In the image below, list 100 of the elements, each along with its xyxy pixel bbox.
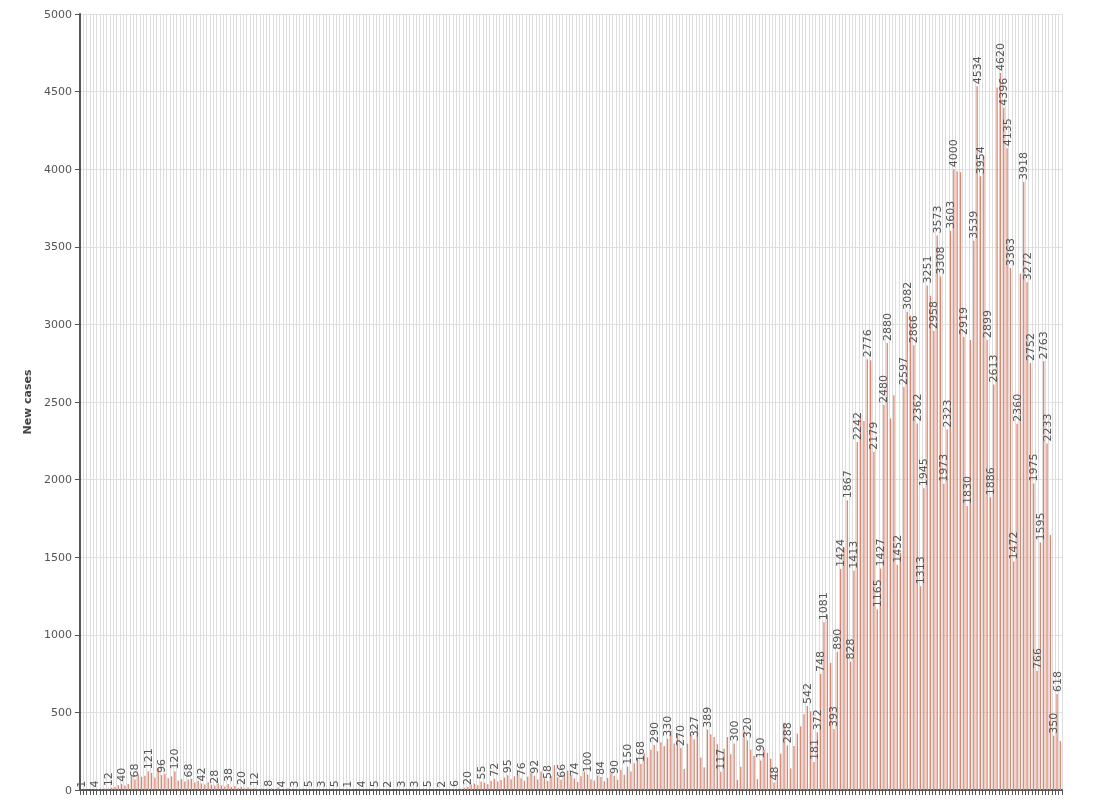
data-label: 2866 xyxy=(907,315,921,344)
y-tick-label: 4000 xyxy=(44,162,72,176)
data-label: 3539 xyxy=(967,210,981,239)
data-label: 2233 xyxy=(1040,413,1054,442)
data-label: 4135 xyxy=(1000,118,1014,147)
data-label: 2752 xyxy=(1023,332,1037,361)
data-label: 121 xyxy=(141,748,155,770)
data-label: 890 xyxy=(830,628,844,650)
y-tick-label: 500 xyxy=(51,705,72,719)
data-label: 330 xyxy=(661,715,675,737)
data-label: 1886 xyxy=(983,467,997,496)
data-label: 2597 xyxy=(897,356,911,385)
data-label: 389 xyxy=(700,706,714,728)
data-label: 3251 xyxy=(920,255,934,284)
data-label: 72 xyxy=(487,762,501,777)
data-label: 1867 xyxy=(840,470,854,499)
data-label: 300 xyxy=(727,720,741,742)
data-label: 290 xyxy=(647,721,661,743)
data-label: 96 xyxy=(155,759,169,774)
data-label: 3272 xyxy=(1020,252,1034,281)
y-tick-label: 2500 xyxy=(44,395,72,409)
data-label: 2 xyxy=(434,780,448,788)
data-label: 38 xyxy=(221,768,235,783)
data-label: 1452 xyxy=(890,534,904,563)
data-label: 42 xyxy=(195,767,208,782)
data-label: 3 xyxy=(394,780,408,788)
y-tick-label: 0 xyxy=(65,783,72,797)
data-label: 95 xyxy=(501,759,515,774)
data-label: 618 xyxy=(1050,671,1064,693)
data-label: 3 xyxy=(314,780,328,788)
data-label: 100 xyxy=(581,751,595,773)
data-label: 1 xyxy=(75,780,89,788)
data-label: 1975 xyxy=(1027,453,1041,482)
data-label: 1945 xyxy=(917,458,931,487)
data-label: 2763 xyxy=(1037,331,1051,360)
data-label: 828 xyxy=(844,638,858,660)
data-label: 40 xyxy=(115,767,129,782)
data-label: 3954 xyxy=(973,146,987,175)
data-label: 372 xyxy=(810,709,824,731)
data-label: 120 xyxy=(168,748,182,770)
data-label: 76 xyxy=(514,762,528,777)
data-label: 66 xyxy=(554,763,568,778)
data-label: 3573 xyxy=(930,205,944,234)
data-label: 270 xyxy=(674,725,688,747)
data-label: 542 xyxy=(800,682,814,704)
data-label: 68 xyxy=(181,763,195,778)
data-label: 2480 xyxy=(877,375,891,404)
y-tick-label: 1000 xyxy=(44,628,72,642)
data-label: 2242 xyxy=(850,412,864,441)
data-label: 1595 xyxy=(1033,512,1047,541)
data-label: 150 xyxy=(621,743,635,765)
data-label: 181 xyxy=(807,738,821,760)
data-label: 2899 xyxy=(980,310,994,339)
data-label: 4620 xyxy=(993,42,1007,71)
data-label: 3 xyxy=(408,780,422,788)
data-label: 3082 xyxy=(900,281,914,310)
y-tick-label: 1500 xyxy=(44,550,72,564)
data-label: 12 xyxy=(101,772,115,787)
data-label: 84 xyxy=(594,760,608,775)
data-label: 74 xyxy=(567,762,581,777)
data-label: 3603 xyxy=(943,200,957,229)
data-label: 58 xyxy=(541,765,555,779)
y-tick-label: 5000 xyxy=(44,7,72,21)
data-label: 5 xyxy=(421,780,435,788)
data-label: 90 xyxy=(607,760,621,775)
data-label: 766 xyxy=(1030,648,1044,670)
data-label: 3308 xyxy=(934,246,947,275)
data-label: 6 xyxy=(447,780,461,788)
data-label: 393 xyxy=(827,706,841,728)
data-label: 2776 xyxy=(860,329,874,358)
data-label: 1424 xyxy=(834,539,848,567)
data-label: 2362 xyxy=(910,393,924,422)
data-label: 4 xyxy=(88,780,102,788)
data-label: 2880 xyxy=(880,313,894,342)
data-label: 748 xyxy=(814,650,828,672)
data-label: 8 xyxy=(261,779,275,787)
data-label: 5 xyxy=(301,780,315,788)
data-label: 288 xyxy=(780,722,794,744)
y-tick-label: 3000 xyxy=(44,317,72,331)
data-label: 2613 xyxy=(987,354,1001,383)
data-label: 320 xyxy=(740,717,754,739)
data-label: 3918 xyxy=(1017,151,1031,180)
data-label: 68 xyxy=(128,763,142,778)
data-label: 168 xyxy=(634,740,648,762)
data-label: 1472 xyxy=(1007,531,1021,560)
data-label: 5 xyxy=(368,780,382,788)
data-label: 92 xyxy=(527,759,541,774)
data-label: 5 xyxy=(328,780,342,788)
data-label: 2 xyxy=(381,780,395,788)
data-label: 1165 xyxy=(870,579,884,608)
y-tick-label: 2000 xyxy=(44,473,72,487)
data-label: 3 xyxy=(288,780,302,788)
data-label: 1 xyxy=(341,780,355,788)
data-label: 4 xyxy=(354,780,368,788)
y-tick-label: 4500 xyxy=(44,85,72,99)
data-label: 3363 xyxy=(1003,238,1017,267)
data-label: 4 xyxy=(274,780,288,788)
data-label: 2323 xyxy=(940,399,954,428)
data-label: 2179 xyxy=(867,421,881,450)
data-label: 2958 xyxy=(927,300,941,329)
